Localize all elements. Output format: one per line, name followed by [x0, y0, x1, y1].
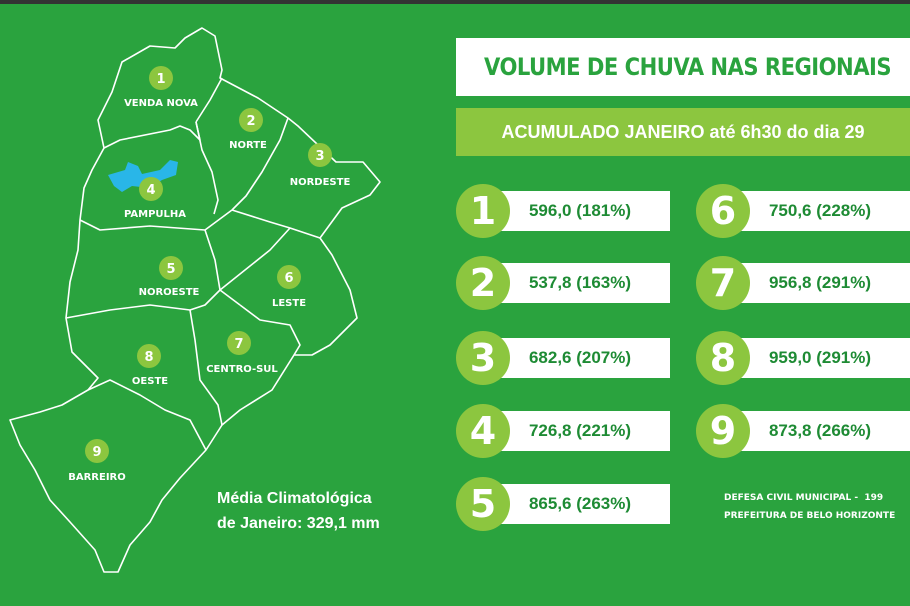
rain-value: 682,6 (207%) [490, 338, 670, 378]
region-number: 3 [456, 331, 510, 385]
region-number: 5 [456, 477, 510, 531]
boundary-norte-pampulha [195, 121, 219, 215]
rain-value: 537,8 (163%) [490, 263, 670, 303]
credits-line-1: DEFESA CIVIL MUNICIPAL - 199 [724, 493, 884, 503]
map-outline [9, 27, 381, 573]
svg-text:8: 8 [144, 350, 153, 365]
region-number: 7 [696, 256, 750, 310]
media-line-2: de Janeiro: 329,1 mm [217, 515, 380, 532]
svg-text:LESTE: LESTE [272, 298, 306, 309]
page-title: VOLUME DE CHUVA NAS REGIONAIS [484, 53, 892, 81]
region-marker-3: 3 NORDESTE [290, 143, 351, 188]
svg-text:OESTE: OESTE [132, 376, 168, 387]
svg-text:NOROESTE: NOROESTE [139, 287, 200, 298]
rain-value: 596,0 (181%) [490, 191, 670, 231]
rain-value: 959,0 (291%) [730, 338, 910, 378]
svg-text:6: 6 [284, 271, 293, 286]
svg-text:BARREIRO: BARREIRO [68, 472, 126, 483]
boundary-leste-centrosul [239, 304, 301, 356]
boundary-vn-pampulha [103, 121, 201, 149]
svg-text:1: 1 [156, 72, 165, 87]
boundary-oeste-centrosul [189, 309, 223, 426]
region-number: 1 [456, 184, 510, 238]
region-marker-2: 2 NORTE [229, 108, 267, 151]
svg-text:VENDA NOVA: VENDA NOVA [124, 98, 198, 109]
subtitle-banner: ACUMULADO JANEIRO até 6h30 do dia 29 [456, 108, 910, 156]
regional-map: 1 VENDA NOVA 2 NORTE 3 NORDESTE 4 PAMPUL… [9, 27, 381, 573]
svg-text:NORDESTE: NORDESTE [290, 177, 351, 188]
boundary-leste [219, 227, 291, 291]
svg-text:3: 3 [315, 149, 324, 164]
svg-text:7: 7 [234, 337, 243, 352]
boundary-oeste-barreiro [87, 379, 207, 451]
rain-value: 750,6 (228%) [730, 191, 910, 231]
boundary-norte-nordeste [231, 117, 289, 211]
title-banner: VOLUME DE CHUVA NAS REGIONAIS [456, 38, 910, 96]
pampulha-lake [108, 160, 178, 192]
boundary-pampulha-noroeste [79, 209, 233, 231]
credits-line-2: PREFEITURA DE BELO HORIZONTE [724, 511, 896, 521]
svg-text:CENTRO-SUL: CENTRO-SUL [206, 364, 278, 375]
boundary-nordeste-leste [231, 209, 321, 239]
rain-value: 726,8 (221%) [490, 411, 670, 451]
boundary-vn-norte [195, 77, 223, 123]
credits: DEFESA CIVIL MUNICIPAL - 199 PREFEITURA … [724, 489, 895, 525]
region-marker-5: 5 NOROESTE [139, 256, 200, 298]
boundary-noroeste-leste [204, 229, 221, 291]
svg-text:2: 2 [246, 114, 255, 129]
top-border [0, 0, 910, 4]
subtitle-rest: até 6h30 do dia 29 [704, 121, 865, 142]
region-number: 2 [456, 256, 510, 310]
svg-text:5: 5 [166, 262, 175, 277]
region-number: 6 [696, 184, 750, 238]
media-line-1: Média Climatológica [217, 490, 372, 507]
region-number: 4 [456, 404, 510, 458]
region-number: 9 [696, 404, 750, 458]
svg-text:PAMPULHA: PAMPULHA [124, 209, 186, 220]
region-number: 8 [696, 331, 750, 385]
region-marker-1: 1 VENDA NOVA [124, 66, 198, 109]
region-marker-7: 7 CENTRO-SUL [206, 331, 278, 375]
rain-value: 873,8 (266%) [730, 411, 910, 451]
svg-text:4: 4 [146, 183, 155, 198]
rain-value: 865,6 (263%) [490, 484, 670, 524]
climatological-average: Média Climatológica de Janeiro: 329,1 mm [217, 486, 380, 536]
region-marker-8: 8 OESTE [132, 344, 168, 387]
region-marker-4: 4 PAMPULHA [124, 177, 186, 220]
svg-text:9: 9 [92, 445, 101, 460]
subtitle-bold: ACUMULADO JANEIRO [501, 121, 705, 142]
rain-value: 956,8 (291%) [730, 263, 910, 303]
svg-text:NORTE: NORTE [229, 140, 267, 151]
region-marker-6: 6 LESTE [272, 265, 306, 309]
region-marker-9: 9 BARREIRO [68, 439, 126, 483]
